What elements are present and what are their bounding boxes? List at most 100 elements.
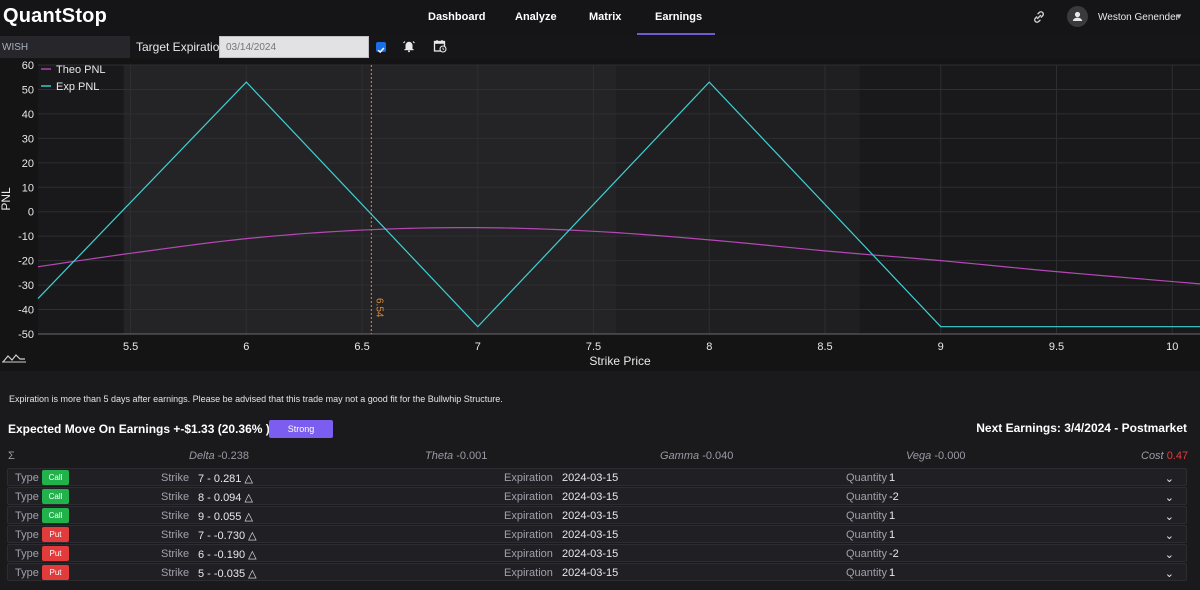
theta-value: -0.001 <box>456 450 488 462</box>
strike-value: 5 - -0.035 △ <box>198 568 257 580</box>
type-label: Type <box>15 510 39 522</box>
quantity-value: 1 <box>889 567 896 579</box>
quantity-value: 1 <box>889 472 896 484</box>
delta-summary: Delta -0.238 <box>189 450 249 462</box>
option-leg-row[interactable]: Type Put Strike 7 - -0.730 △ Expiration 2024-… <box>7 525 1187 543</box>
link-icon[interactable] <box>1031 9 1047 25</box>
quantity-value: 1 <box>889 529 896 541</box>
pnl-chart[interactable]: 5.5 6 6.5 7 7.5 8 8.5 9 9.5 10 60 50 40 30 20 10 0 -10 -2… <box>0 59 1200 371</box>
quantity-value: -2 <box>889 491 899 503</box>
expiration-label: Expiration <box>504 529 553 541</box>
x-tick-label: 8 <box>706 341 712 353</box>
type-label: Type <box>15 491 39 503</box>
x-tick-label: 7 <box>475 341 481 353</box>
expiration-label: Expiration <box>504 567 553 579</box>
quantity-label: Quantity <box>846 548 887 560</box>
x-tick-label: 6 <box>243 341 249 353</box>
avatar[interactable] <box>1067 6 1088 27</box>
delta-label: Delta <box>189 450 215 462</box>
expiration-value: 2024-03-15 <box>562 529 619 541</box>
next-earnings: Next Earnings: 3/4/2024 - Postmarket <box>976 421 1187 435</box>
y-tick-label: 30 <box>22 133 34 145</box>
y-tick-label: 50 <box>22 84 34 96</box>
y-tick-label: -20 <box>18 256 34 268</box>
x-tick-label: 9.5 <box>1049 341 1064 353</box>
y-tick-label: 40 <box>22 109 34 121</box>
expiration-checkbox[interactable] <box>376 42 386 54</box>
y-tick-label: 0 <box>28 207 34 219</box>
option-leg-row[interactable]: Type Put Strike 6 - -0.190 △ Expiration 2024-… <box>7 544 1187 562</box>
put-badge[interactable]: Put <box>42 565 69 580</box>
chevron-down-icon[interactable]: ▼ <box>1175 12 1183 21</box>
exp-pnl-line <box>37 81 1200 328</box>
y-tick-label: 10 <box>22 182 34 194</box>
calendar-icon[interactable] <box>433 39 447 53</box>
strength-button[interactable]: Strong <box>269 420 333 438</box>
app-logo[interactable]: QuantStop <box>3 5 108 27</box>
call-badge[interactable]: Call <box>42 489 69 504</box>
chevron-down-icon[interactable]: ⌄ <box>1164 492 1174 504</box>
nav-analyze[interactable]: Analyze <box>515 11 557 23</box>
chevron-down-icon[interactable]: ⌄ <box>1164 530 1174 542</box>
call-badge[interactable]: Call <box>42 470 69 485</box>
vega-value: -0.000 <box>934 450 966 462</box>
quantity-value: 1 <box>889 510 896 522</box>
expiration-value: 2024-03-15 <box>562 491 619 503</box>
cost-value: 0.47 <box>1166 450 1189 462</box>
gamma-label: Gamma <box>660 450 700 462</box>
chevron-down-icon[interactable]: ⌄ <box>1164 568 1174 580</box>
y-tick-label: -50 <box>18 329 34 341</box>
structure-notice: Expiration is more than 5 days after ear… <box>9 394 503 404</box>
ticker-input[interactable] <box>0 36 130 58</box>
expected-move: Expected Move On Earnings +-$1.33 (20.36… <box>8 422 270 436</box>
y-tick-label: -30 <box>18 280 34 292</box>
type-label: Type <box>15 472 39 484</box>
option-leg-row[interactable]: Type Call Strike 9 - 0.055 △ Expiration 2024-… <box>7 506 1187 524</box>
option-leg-row[interactable]: Type Call Strike 7 - 0.281 △ Expiration 2024-… <box>7 468 1187 486</box>
nav-earnings[interactable]: Earnings <box>655 11 703 23</box>
quantity-label: Quantity <box>846 491 887 503</box>
x-tick-label: 5.5 <box>123 341 138 353</box>
user-icon <box>1072 11 1083 21</box>
strike-value: 7 - 0.281 △ <box>198 473 253 485</box>
strike-label: Strike <box>161 472 190 484</box>
x-axis-label: Strike Price <box>589 354 651 368</box>
cost-label: Cost <box>1141 450 1164 462</box>
chevron-down-icon[interactable]: ⌄ <box>1164 549 1174 561</box>
strike-label: Strike <box>161 548 190 560</box>
expiration-value: 2024-03-15 <box>562 567 619 579</box>
quantity-label: Quantity <box>846 529 887 541</box>
sigma-symbol: Σ <box>8 450 15 462</box>
option-leg-row[interactable]: Type Call Strike 8 - 0.094 △ Expiration 2024-… <box>7 487 1187 505</box>
vega-summary: Vega -0.000 <box>906 450 966 462</box>
username[interactable]: Weston Genender <box>1098 12 1179 23</box>
quantity-label: Quantity <box>846 510 887 522</box>
vega-label: Vega <box>906 450 932 462</box>
top-nav: QuantStop Dashboard Analyze Matrix Earni… <box>0 0 1200 36</box>
theta-label: Theta <box>425 450 454 462</box>
y-axis-label: PNL <box>0 187 13 211</box>
expiration-label: Expiration <box>504 491 553 503</box>
cost-summary: Cost 0.47 <box>1141 450 1188 462</box>
call-badge[interactable]: Call <box>42 508 69 523</box>
shaded-band <box>123 65 617 334</box>
type-label: Type <box>15 529 39 541</box>
legend-label: Theo PNL <box>56 64 106 76</box>
put-badge[interactable]: Put <box>42 546 69 561</box>
nav-dashboard[interactable]: Dashboard <box>428 11 486 23</box>
chevron-down-icon[interactable]: ⌄ <box>1164 511 1174 523</box>
put-badge[interactable]: Put <box>42 527 69 542</box>
type-label: Type <box>15 548 39 560</box>
bell-alarm-icon[interactable] <box>402 39 416 53</box>
chevron-down-icon[interactable]: ⌄ <box>1164 473 1174 485</box>
option-leg-row[interactable]: Type Put Strike 5 - -0.035 △ Expiration 2024-… <box>7 563 1187 581</box>
strike-label: Strike <box>161 491 190 503</box>
nav-matrix[interactable]: Matrix <box>589 11 622 23</box>
current-price-label: 6.54 <box>373 298 384 318</box>
quantity-label: Quantity <box>846 567 887 579</box>
expiration-value: 2024-03-15 <box>562 472 619 484</box>
strike-value: 7 - -0.730 △ <box>198 530 257 542</box>
target-expiration-date-input[interactable] <box>219 36 369 58</box>
expiration-value: 2024-03-15 <box>562 510 619 522</box>
expiration-label: Expiration <box>504 472 553 484</box>
